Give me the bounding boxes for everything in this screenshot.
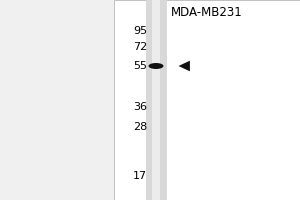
Text: 55: 55 <box>133 61 147 71</box>
Bar <box>152 0 160 200</box>
Text: 36: 36 <box>133 102 147 112</box>
Bar <box>146 0 167 200</box>
Bar <box>114 0 300 200</box>
Text: 28: 28 <box>133 122 147 132</box>
Ellipse shape <box>148 63 164 69</box>
Text: 17: 17 <box>133 171 147 181</box>
Text: 95: 95 <box>133 26 147 36</box>
Text: MDA-MB231: MDA-MB231 <box>171 6 243 19</box>
Text: 72: 72 <box>133 42 147 52</box>
Polygon shape <box>178 61 190 71</box>
